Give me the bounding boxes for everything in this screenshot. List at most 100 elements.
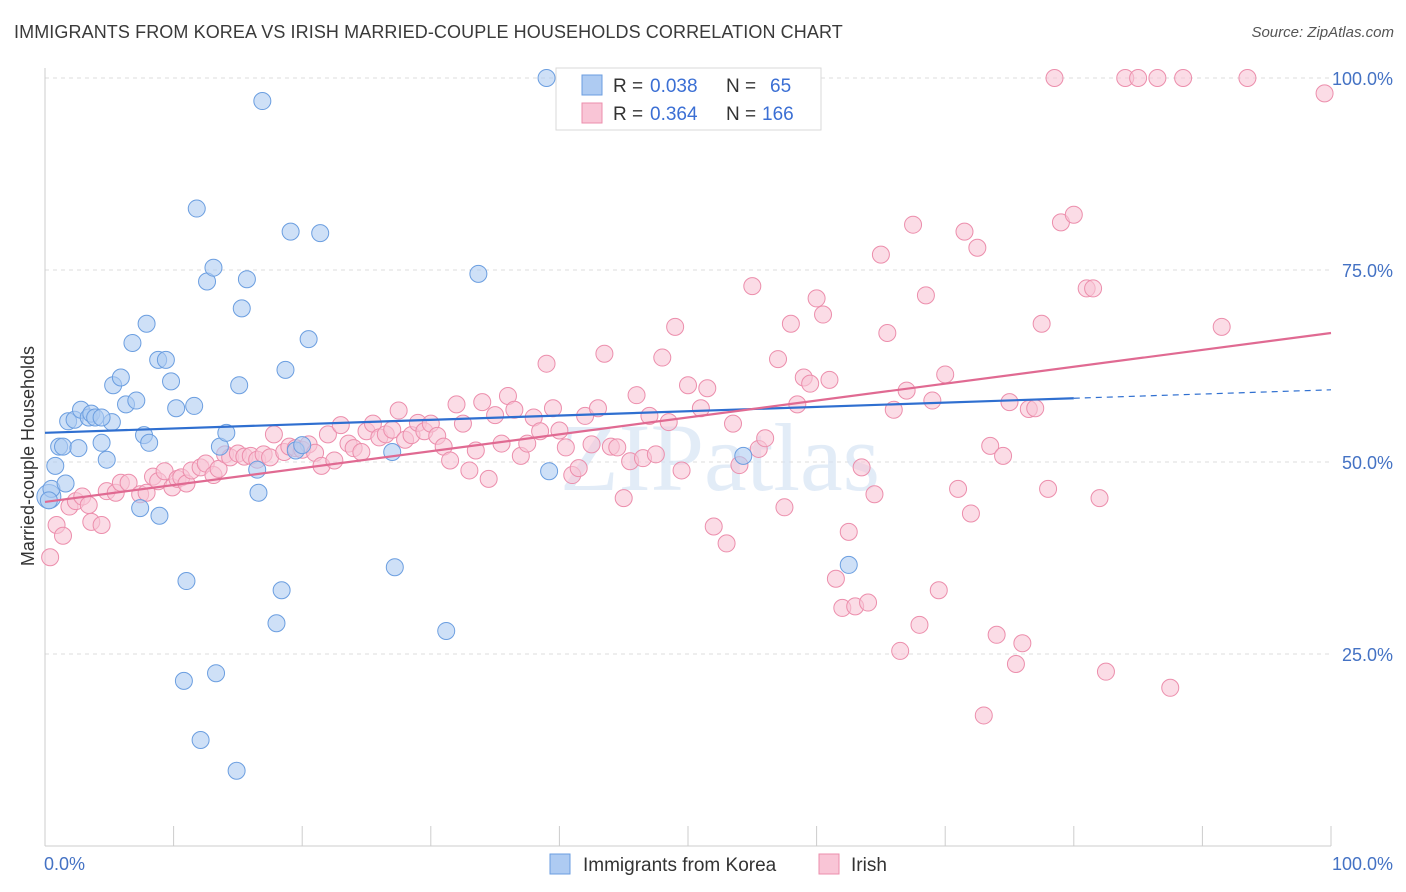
irish-point bbox=[653, 348, 672, 367]
chart-source: Source: ZipAtlas.com bbox=[1251, 24, 1394, 41]
korea-point bbox=[54, 437, 73, 456]
korea-point bbox=[299, 330, 318, 349]
korea-point bbox=[227, 761, 246, 780]
irish-point bbox=[479, 469, 498, 488]
irish-point bbox=[994, 446, 1013, 465]
irish-point bbox=[582, 435, 601, 454]
korea-point bbox=[249, 483, 268, 502]
irish-point bbox=[871, 245, 890, 264]
irish-point bbox=[537, 354, 556, 373]
korea-point bbox=[187, 199, 206, 218]
irish-point bbox=[923, 391, 942, 410]
irish-point bbox=[1084, 279, 1103, 298]
irish-point bbox=[756, 429, 775, 448]
irish-point bbox=[852, 458, 871, 477]
korea-point bbox=[46, 456, 65, 475]
irish-point bbox=[447, 395, 466, 414]
korea-point bbox=[123, 333, 142, 352]
series-legend: Immigrants from Korea Irish bbox=[549, 853, 887, 876]
irish-point bbox=[807, 289, 826, 308]
irish-point bbox=[859, 593, 878, 612]
irish-point bbox=[1096, 662, 1115, 681]
korea-n-value: 65 bbox=[770, 76, 791, 97]
korea-point bbox=[140, 433, 159, 452]
irish-n-label: N = bbox=[726, 104, 756, 125]
irish-point bbox=[325, 451, 344, 470]
korea-trend-extension bbox=[1073, 389, 1332, 399]
irish-point bbox=[79, 496, 98, 515]
irish-point bbox=[1064, 205, 1083, 224]
irish-point bbox=[801, 374, 820, 393]
y-tick-label-75: 75.0% bbox=[1342, 261, 1393, 281]
korea-point bbox=[150, 506, 169, 525]
irish-point bbox=[318, 425, 337, 444]
irish-point bbox=[441, 451, 460, 470]
legend-irish-label: Irish bbox=[851, 855, 887, 876]
irish-point bbox=[916, 286, 935, 305]
irish-point bbox=[987, 625, 1006, 644]
irish-point bbox=[595, 344, 614, 363]
korea-point bbox=[174, 671, 193, 690]
irish-point bbox=[769, 350, 788, 369]
korea-point bbox=[97, 450, 116, 469]
watermark: ZIPatlas bbox=[560, 404, 880, 511]
irish-point bbox=[352, 443, 371, 462]
korea-point bbox=[127, 391, 146, 410]
chart-title: IMMIGRANTS FROM KOREA VS IRISH MARRIED-C… bbox=[14, 22, 843, 42]
irish-point bbox=[389, 401, 408, 420]
korea-r-label: R = bbox=[613, 76, 643, 97]
irish-point bbox=[473, 393, 492, 412]
korea-point bbox=[92, 433, 111, 452]
irish-point bbox=[961, 504, 980, 523]
korea-point bbox=[156, 350, 175, 369]
irish-point bbox=[486, 406, 505, 425]
irish-point bbox=[981, 436, 1000, 455]
korea-point bbox=[311, 224, 330, 243]
irish-point bbox=[1026, 399, 1045, 418]
korea-point bbox=[131, 499, 150, 518]
korea-point bbox=[162, 372, 181, 391]
korea-point bbox=[56, 474, 75, 493]
irish-point bbox=[1174, 69, 1193, 87]
irish-points bbox=[41, 69, 1334, 725]
irish-point bbox=[781, 314, 800, 333]
korea-point bbox=[839, 555, 858, 574]
korea-n-label: N = bbox=[726, 76, 756, 97]
legend-korea-label: Immigrants from Korea bbox=[583, 855, 777, 876]
korea-point bbox=[217, 423, 236, 442]
irish-point bbox=[949, 479, 968, 498]
korea-point bbox=[111, 368, 130, 387]
y-tick-label-50: 50.0% bbox=[1342, 453, 1393, 473]
korea-point bbox=[204, 258, 223, 277]
irish-point bbox=[936, 365, 955, 384]
korea-point bbox=[469, 264, 488, 283]
irish-point bbox=[820, 370, 839, 389]
irish-point bbox=[1238, 69, 1257, 87]
korea-point bbox=[276, 360, 295, 379]
irish-point bbox=[1148, 69, 1167, 87]
x-ticks bbox=[44, 826, 1332, 846]
korea-point bbox=[92, 408, 111, 427]
irish-point bbox=[646, 445, 665, 464]
irish-point bbox=[878, 323, 897, 342]
legend-korea-swatch bbox=[549, 853, 571, 875]
irish-point bbox=[672, 461, 691, 480]
irish-point bbox=[865, 485, 884, 504]
irish-point bbox=[1032, 314, 1051, 333]
irish-point bbox=[588, 399, 607, 418]
korea-r-value: 0.038 bbox=[650, 76, 698, 97]
korea-point bbox=[237, 270, 256, 289]
korea-point bbox=[253, 92, 272, 111]
irish-point bbox=[627, 386, 646, 405]
korea-point bbox=[232, 299, 251, 318]
korea-point bbox=[69, 439, 88, 458]
legend-irish-swatch bbox=[818, 853, 840, 875]
irish-n-value: 166 bbox=[762, 104, 794, 125]
irish-point bbox=[569, 459, 588, 478]
y-axis-label: Married-couple Households bbox=[18, 346, 38, 566]
irish-point bbox=[717, 534, 736, 553]
irish-point bbox=[1129, 69, 1148, 87]
x-tick-label-max: 100.0% bbox=[1332, 854, 1393, 874]
stats-legend: R = 0.038 N = 65 R = 0.364 N = 166 bbox=[555, 67, 822, 131]
irish-point bbox=[1161, 678, 1180, 697]
